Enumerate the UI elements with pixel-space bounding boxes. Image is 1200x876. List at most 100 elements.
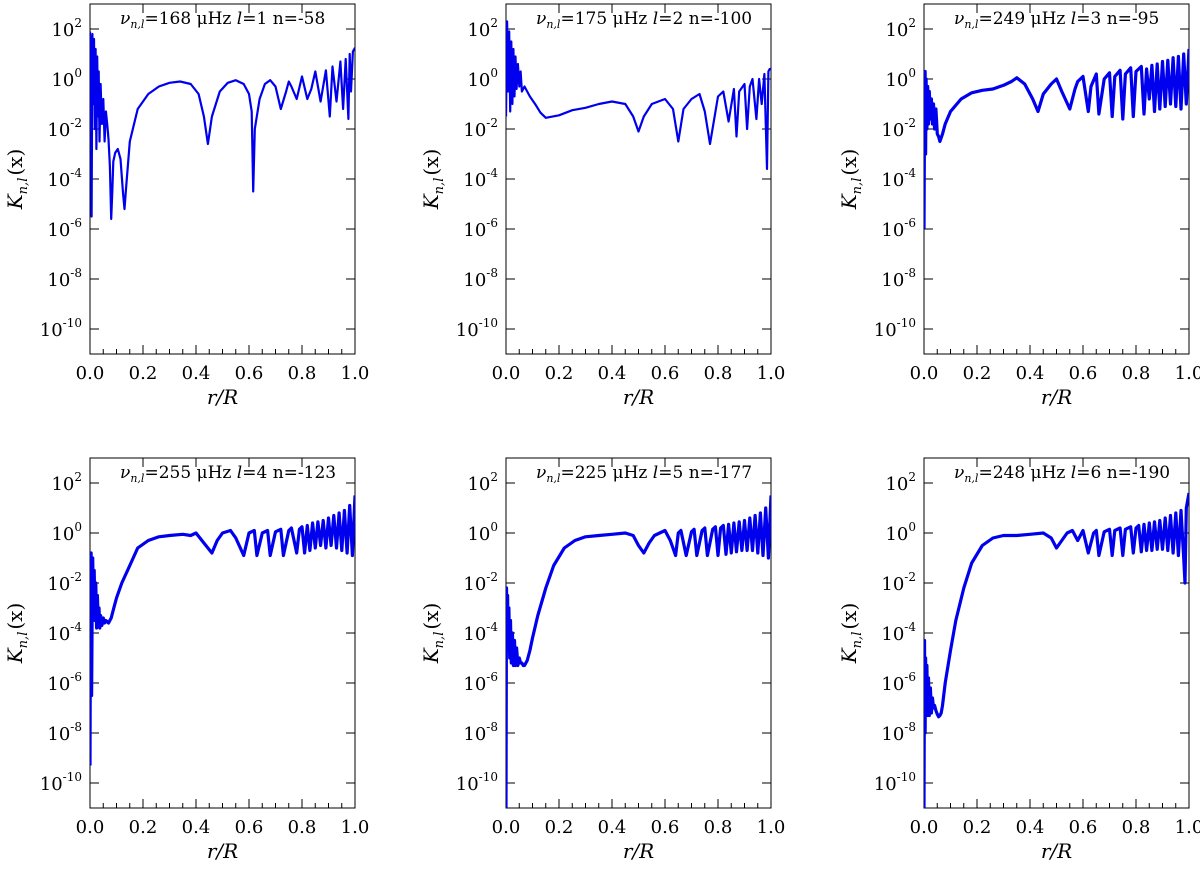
x-tick-label: 1.0 <box>1175 817 1200 838</box>
x-tick-label: 0.8 <box>288 363 317 384</box>
y-tick-label: 10-10 <box>874 316 916 341</box>
annotation-frequency: =225 <box>560 463 607 483</box>
annotation-frequency: =255 <box>144 463 191 483</box>
y-tick-base: 10 <box>881 724 904 745</box>
y-tick-exponent: -8 <box>70 720 82 734</box>
annotation-degree: =5 <box>658 463 683 483</box>
y-tick-label: 10-4 <box>47 166 82 191</box>
y-tick-exponent: -10 <box>479 316 498 330</box>
y-tick-exponent: -10 <box>897 316 916 330</box>
x-tick-label: 0.8 <box>704 363 733 384</box>
chart-panel-f: 0.0 0.2 0.4 0.6 0.8 1.010210010-210-410-610-8… <box>837 457 1200 863</box>
y-tick-base: 10 <box>47 120 70 141</box>
x-tick-label: 0.0 <box>492 363 521 384</box>
annotation-degree: =6 <box>1076 463 1101 483</box>
annotation-l: l <box>647 9 658 29</box>
y-tick-label: 10-2 <box>881 570 916 595</box>
y-tick-exponent: -2 <box>486 116 498 130</box>
y-tick-label: 10-2 <box>47 570 82 595</box>
y-tick-label: 102 <box>51 16 82 41</box>
annotation-order: n=-177 <box>683 463 752 483</box>
y-tick-exponent: 2 <box>74 16 82 30</box>
y-tick-base: 10 <box>40 320 63 341</box>
annotation-order: n=-190 <box>1101 463 1170 483</box>
y-tick-base: 10 <box>51 20 74 41</box>
y-label-symbol: K <box>837 647 861 664</box>
y-axis-label: Kn,l (x) <box>3 603 31 665</box>
y-label-subscript: n,l <box>432 632 447 649</box>
y-tick-base: 10 <box>885 70 908 91</box>
y-label-symbol: K <box>837 193 861 210</box>
y-tick-exponent: -6 <box>70 216 82 230</box>
x-tick-label: 0.0 <box>76 817 105 838</box>
annotation-order: n=-100 <box>683 9 752 29</box>
annotation-l: l <box>1065 463 1076 483</box>
y-tick-base: 10 <box>874 320 897 341</box>
x-tick-label: 0.2 <box>129 817 158 838</box>
kernel-series-line <box>506 20 771 171</box>
y-tick-base: 10 <box>467 70 490 91</box>
y-tick-exponent: 0 <box>74 520 82 534</box>
x-axis-label: r/R <box>207 839 238 863</box>
annotation-nu-subscript: n,l <box>964 18 979 31</box>
annotation-unit: μHz <box>1025 9 1065 29</box>
x-tick-label: 0.0 <box>910 363 939 384</box>
x-tick-label: 0.6 <box>651 817 680 838</box>
annotation-frequency: =249 <box>978 9 1025 29</box>
y-tick-exponent: 0 <box>490 66 498 80</box>
x-tick-label: 0.6 <box>651 363 680 384</box>
kernel-series-line <box>506 495 771 808</box>
plot-frame <box>89 3 356 355</box>
y-tick-exponent: 0 <box>908 66 916 80</box>
annotation-degree: =1 <box>242 9 267 29</box>
y-label-symbol: K <box>419 647 443 664</box>
annotation-nu: ν <box>120 463 130 483</box>
y-tick-label: 10-8 <box>463 720 498 745</box>
x-tick-label: 0.4 <box>182 363 211 384</box>
y-label-symbol: K <box>419 193 443 210</box>
y-tick-label: 10-4 <box>881 166 916 191</box>
kernel-series-line <box>90 495 355 766</box>
x-tick-label: 0.4 <box>1016 363 1045 384</box>
y-tick-base: 10 <box>51 474 74 495</box>
annotation-nu-subscript: n,l <box>964 472 979 485</box>
x-tick-label: 0.6 <box>235 817 264 838</box>
y-tick-label: 10-2 <box>47 116 82 141</box>
x-tick-label: 0.8 <box>704 817 733 838</box>
x-axis-label: r/R <box>207 385 238 409</box>
annotation-order: n=-58 <box>267 9 325 29</box>
x-tick-label: 0.4 <box>598 817 627 838</box>
plot-frame <box>923 457 1190 809</box>
y-tick-label: 102 <box>467 470 498 495</box>
annotation-degree: =4 <box>242 463 267 483</box>
y-tick-label: 10-8 <box>47 720 82 745</box>
x-tick-label: 0.4 <box>182 817 211 838</box>
annotation-unit: μHz <box>191 463 231 483</box>
y-tick-base: 10 <box>47 624 70 645</box>
y-tick-exponent: -8 <box>486 720 498 734</box>
plot-frame <box>505 3 772 355</box>
y-tick-base: 10 <box>51 524 74 545</box>
y-tick-label: 10-4 <box>463 620 498 645</box>
y-tick-label: 10-8 <box>47 266 82 291</box>
y-tick-label: 100 <box>885 66 916 91</box>
y-tick-exponent: 2 <box>908 470 916 484</box>
annotation-nu: ν <box>954 463 964 483</box>
y-tick-base: 10 <box>463 574 486 595</box>
x-tick-label: 0.2 <box>963 817 992 838</box>
y-tick-base: 10 <box>885 524 908 545</box>
y-tick-label: 10-10 <box>874 770 916 795</box>
kernel-series-line <box>924 492 1189 808</box>
y-label-argument: (x) <box>3 603 27 630</box>
y-label-subscript: n,l <box>16 632 31 649</box>
y-tick-label: 100 <box>467 520 498 545</box>
annotation-l: l <box>1065 9 1076 29</box>
y-tick-base: 10 <box>456 774 479 795</box>
y-tick-base: 10 <box>881 120 904 141</box>
y-tick-label: 10-6 <box>47 670 82 695</box>
annotation-nu-subscript: n,l <box>130 472 145 485</box>
annotation-unit: μHz <box>607 9 647 29</box>
chart-panel-d: 0.0 0.2 0.4 0.6 0.8 1.010210010-210-410-610-8… <box>3 457 369 863</box>
kernel-series-line <box>924 48 1189 230</box>
